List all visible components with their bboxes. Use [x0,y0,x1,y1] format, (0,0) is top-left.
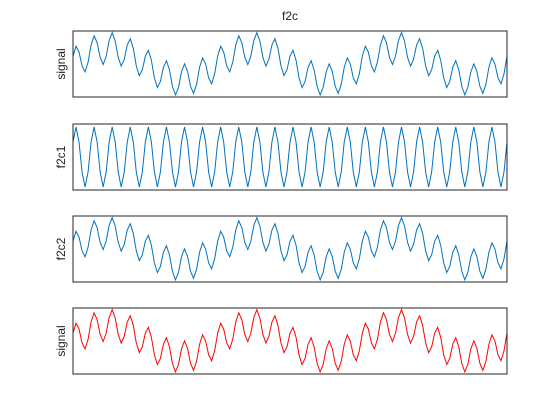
y-axis-label: f2c2 [54,237,68,260]
y-axis-label: signal [54,48,68,79]
axes-box [72,215,508,283]
axes-box [72,30,508,98]
axes-background [73,308,507,374]
axes-background [73,216,507,282]
axes-background [73,124,507,190]
signal-line [72,126,508,188]
signal-line [72,308,508,374]
chart-title: f2c [282,9,298,23]
axes-background [73,31,507,97]
signal-line [72,31,508,97]
y-axis-label: f2c1 [54,145,68,168]
axes-box [72,307,508,375]
signal-line [72,216,508,282]
y-axis-label: signal [54,325,68,356]
axes-box [72,123,508,191]
